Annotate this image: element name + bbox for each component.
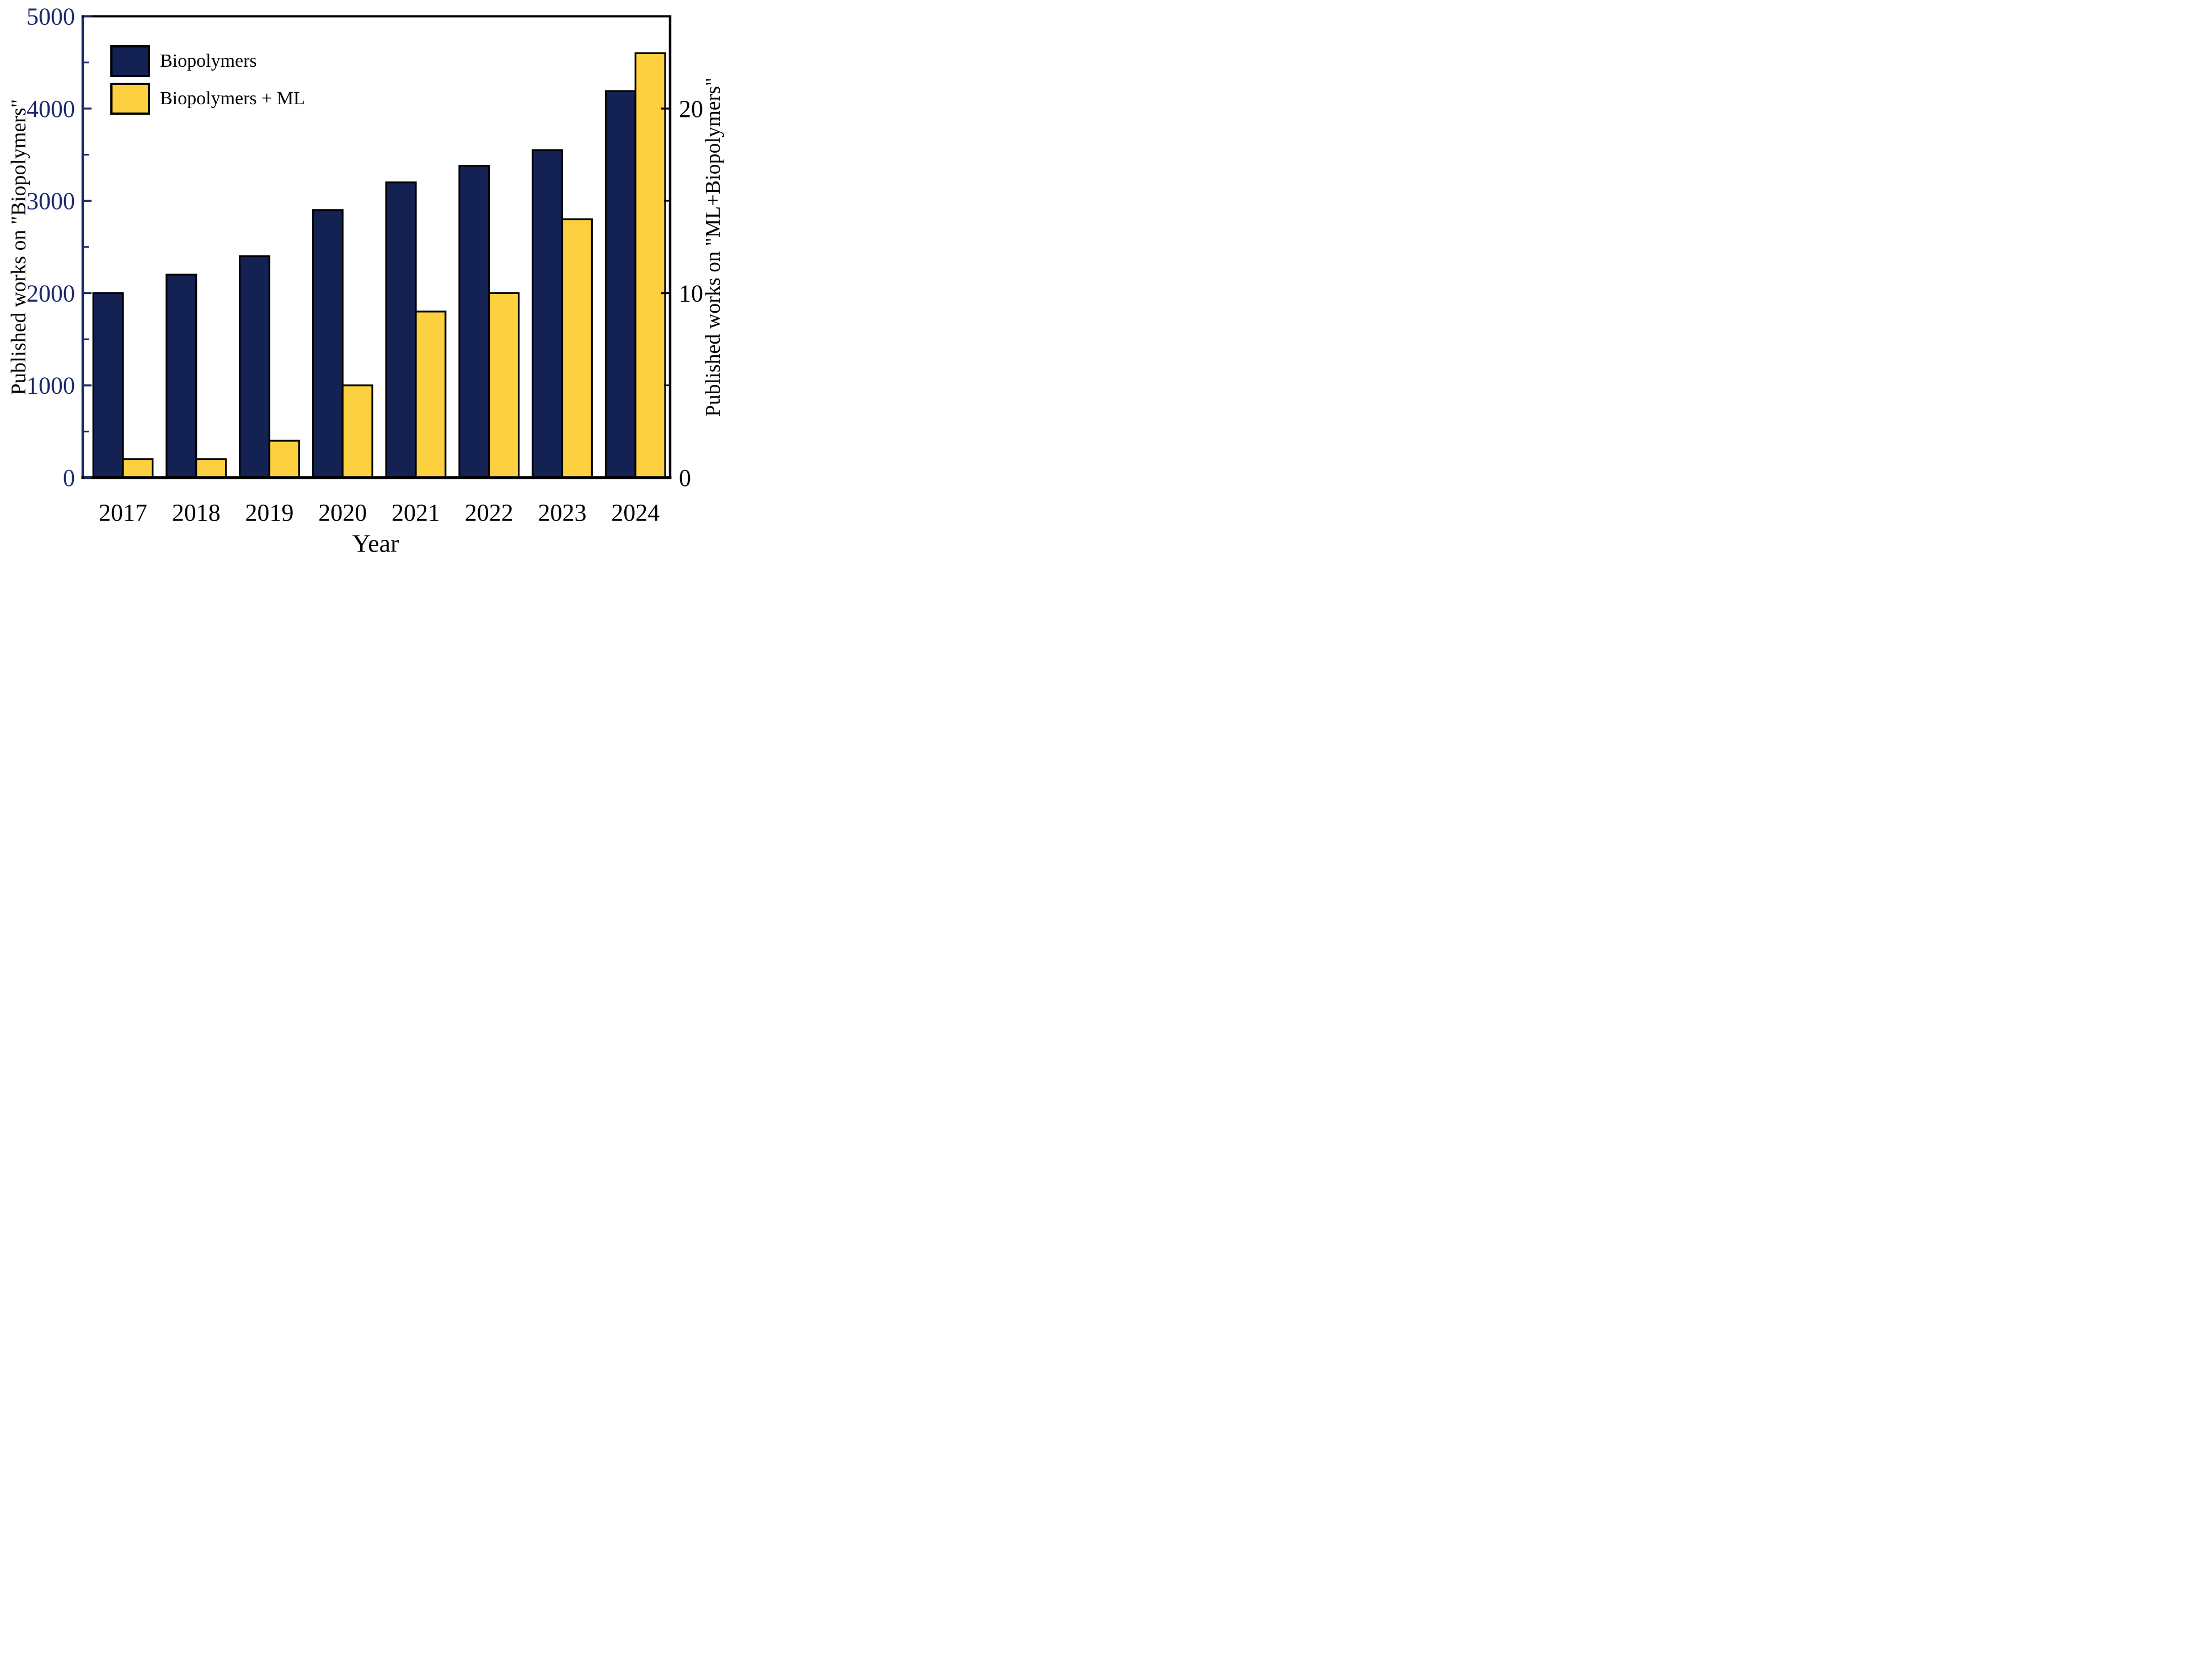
- right-tick-label-0: 0: [679, 464, 691, 491]
- legend-label-biopolymers: Biopolymers: [160, 51, 257, 71]
- x-tick-label-2024: 2024: [611, 499, 660, 526]
- legend-label-biopolymers-ml: Biopolymers + ML: [160, 88, 305, 109]
- legend-item-biopolymers: Biopolymers: [110, 45, 305, 77]
- left-tick-label-5000: 5000: [26, 3, 75, 30]
- legend-item-biopolymers-ml: Biopolymers + ML: [110, 83, 305, 115]
- bar-biopolymers-2020: [312, 209, 344, 479]
- left-tick-label-2000: 2000: [26, 280, 75, 307]
- legend-swatch-biopolymers-ml: [110, 83, 150, 115]
- right-tick-label-20: 20: [679, 95, 703, 122]
- bar-biopolymers-ml-2018: [195, 458, 227, 479]
- bar-biopolymers-ml-2023: [561, 218, 593, 479]
- x-tick-label-2019: 2019: [245, 499, 294, 526]
- plot-area: 0 1000 2000 3000 4000 5000 0 10 20 2017 2018 2019 20…: [26, 3, 703, 527]
- left-tick-label-1000: 1000: [26, 372, 75, 399]
- x-tick-label-2022: 2022: [465, 499, 513, 526]
- bar-biopolymers-2017: [92, 292, 124, 479]
- bar-biopolymers-2021: [385, 181, 417, 479]
- bar-biopolymers-2019: [239, 255, 271, 479]
- bar-biopolymers-2023: [532, 149, 564, 479]
- left-tick-label-3000: 3000: [26, 188, 75, 215]
- x-tick-label-2021: 2021: [392, 499, 440, 526]
- x-axis-title: Year: [352, 529, 399, 558]
- bar-biopolymers-ml-2021: [415, 311, 447, 479]
- x-tick-label-2020: 2020: [318, 499, 367, 526]
- bar-biopolymers-2022: [458, 164, 490, 479]
- bar-biopolymers-2018: [165, 274, 197, 479]
- bar-biopolymers-2024: [604, 90, 636, 479]
- legend: Biopolymers Biopolymers + ML: [110, 45, 305, 115]
- bar-biopolymers-ml-2017: [122, 458, 154, 479]
- left-tick-label-4000: 4000: [26, 95, 75, 122]
- bar-biopolymers-ml-2020: [341, 384, 373, 479]
- x-tick-label-2018: 2018: [172, 499, 221, 526]
- bar-biopolymers-ml-2019: [268, 440, 300, 479]
- bar-biopolymers-ml-2022: [488, 292, 520, 479]
- x-tick-label-2023: 2023: [538, 499, 587, 526]
- chart: 0 1000 2000 3000 4000 5000 0 10 20 2017 2018 2019 20…: [0, 0, 730, 560]
- right-axis-title: Published works on "ML+Biopolymers": [702, 77, 725, 417]
- left-tick-label-0: 0: [63, 464, 75, 491]
- legend-swatch-biopolymers: [110, 45, 150, 77]
- right-tick-label-10: 10: [679, 280, 703, 307]
- left-axis-title: Published works on "Biopolymers": [7, 99, 30, 395]
- bar-biopolymers-ml-2024: [634, 52, 666, 479]
- x-tick-label-2017: 2017: [99, 499, 147, 526]
